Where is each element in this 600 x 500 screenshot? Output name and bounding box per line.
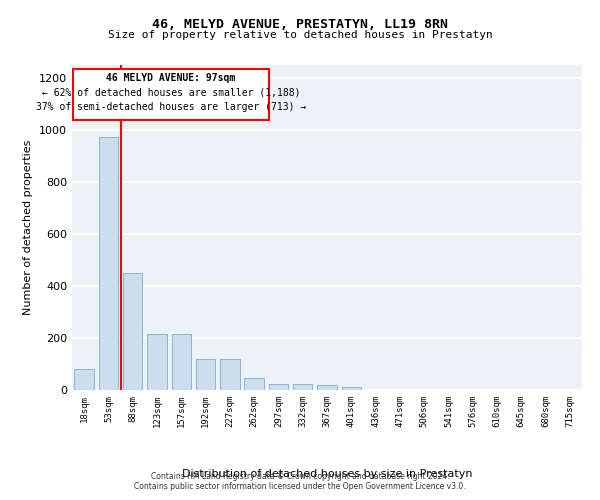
- Text: 46, MELYD AVENUE, PRESTATYN, LL19 8RN: 46, MELYD AVENUE, PRESTATYN, LL19 8RN: [152, 18, 448, 30]
- Bar: [147, 334, 167, 390]
- Bar: [196, 359, 215, 390]
- Y-axis label: Number of detached properties: Number of detached properties: [23, 140, 34, 315]
- Bar: [99, 136, 118, 390]
- FancyBboxPatch shape: [73, 69, 269, 119]
- Text: Size of property relative to detached houses in Prestatyn: Size of property relative to detached ho…: [107, 30, 493, 40]
- Bar: [317, 386, 337, 390]
- Text: ← 62% of detached houses are smaller (1,188): ← 62% of detached houses are smaller (1,…: [42, 88, 300, 98]
- Text: Contains HM Land Registry data © Crown copyright and database right 2024.: Contains HM Land Registry data © Crown c…: [151, 472, 449, 481]
- Bar: [244, 378, 264, 390]
- Bar: [172, 334, 191, 390]
- Text: 37% of semi-detached houses are larger (713) →: 37% of semi-detached houses are larger (…: [36, 102, 306, 112]
- Bar: [341, 388, 361, 390]
- X-axis label: Distribution of detached houses by size in Prestatyn: Distribution of detached houses by size …: [182, 469, 472, 479]
- Bar: [220, 359, 239, 390]
- Text: Contains public sector information licensed under the Open Government Licence v3: Contains public sector information licen…: [134, 482, 466, 491]
- Bar: [293, 384, 313, 390]
- Text: 46 MELYD AVENUE: 97sqm: 46 MELYD AVENUE: 97sqm: [106, 73, 236, 83]
- Bar: [74, 369, 94, 390]
- Bar: [123, 273, 142, 390]
- Bar: [269, 384, 288, 390]
